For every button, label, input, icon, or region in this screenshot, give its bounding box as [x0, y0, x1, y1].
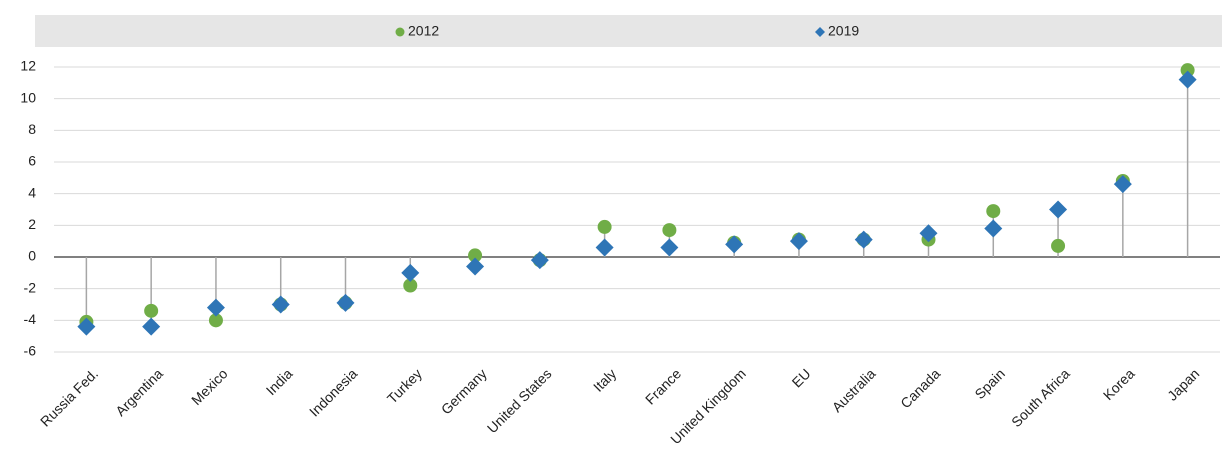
diamond-2019 [401, 263, 420, 282]
diamond-2019 [271, 295, 290, 314]
x-tick-label: Germany [438, 365, 490, 417]
x-tick-label: Canada [897, 365, 943, 411]
legend-marker [395, 27, 405, 37]
x-tick-label: Spain [971, 365, 1008, 402]
dot-2012 [403, 278, 418, 293]
y-tick-label: -2 [24, 279, 37, 295]
y-tick-label: -6 [24, 343, 37, 359]
x-tick-label: India [263, 365, 296, 398]
dot-2012 [1180, 63, 1195, 78]
x-tick-label: Indonesia [306, 365, 360, 419]
y-tick-label: 8 [28, 121, 36, 137]
x-tick-label: Mexico [188, 365, 231, 408]
x-tick-label: Argentina [112, 365, 166, 419]
legend-label: 2019 [828, 23, 859, 39]
dot-2012 [208, 313, 223, 328]
legend-marker [815, 27, 825, 37]
diamond-2019 [77, 317, 96, 336]
diamond-2019 [725, 235, 744, 254]
diamond-2019 [1178, 70, 1197, 89]
dot-2012 [662, 223, 677, 238]
legend-band [35, 15, 1222, 47]
x-tick-label: Australia [829, 365, 879, 415]
x-tick-label: Turkey [384, 365, 425, 406]
x-tick-label: EU [789, 365, 814, 390]
diamond-2019 [466, 257, 485, 276]
dot-2012 [468, 248, 483, 263]
dot-2012 [144, 303, 159, 318]
dot-2012 [986, 204, 1001, 219]
diamond-2019 [854, 230, 873, 249]
x-tick-label: Korea [1100, 365, 1138, 403]
y-tick-label: 0 [28, 248, 36, 264]
y-tick-label: 10 [20, 89, 36, 105]
y-tick-label: 2 [28, 216, 36, 232]
diamond-2019 [1113, 175, 1132, 194]
diamond-2019 [984, 219, 1003, 238]
diamond-2019 [919, 224, 938, 243]
x-tick-label: France [642, 365, 684, 407]
diamond-2019 [206, 298, 225, 317]
diamond-2019 [336, 293, 355, 312]
legend-label: 2012 [408, 23, 439, 39]
diamond-2019 [142, 317, 161, 336]
dot-2012 [597, 219, 612, 234]
x-tick-label: Italy [590, 365, 619, 394]
diamond-2019 [595, 238, 614, 257]
diamond-2019 [530, 251, 549, 270]
x-tick-label: South Africa [1008, 365, 1073, 430]
x-tick-label: Russia Fed. [37, 365, 101, 429]
y-tick-label: -4 [24, 311, 37, 327]
x-tick-label: United States [484, 365, 555, 436]
y-tick-label: 12 [20, 58, 36, 74]
x-tick-label: Japan [1164, 365, 1202, 403]
y-tick-label: 6 [28, 153, 36, 169]
diamond-2019 [660, 238, 679, 257]
diamond-2019 [1049, 200, 1068, 219]
dot-2012 [1051, 238, 1066, 253]
y-tick-label: 4 [28, 184, 36, 200]
diamond-2019 [789, 232, 808, 251]
